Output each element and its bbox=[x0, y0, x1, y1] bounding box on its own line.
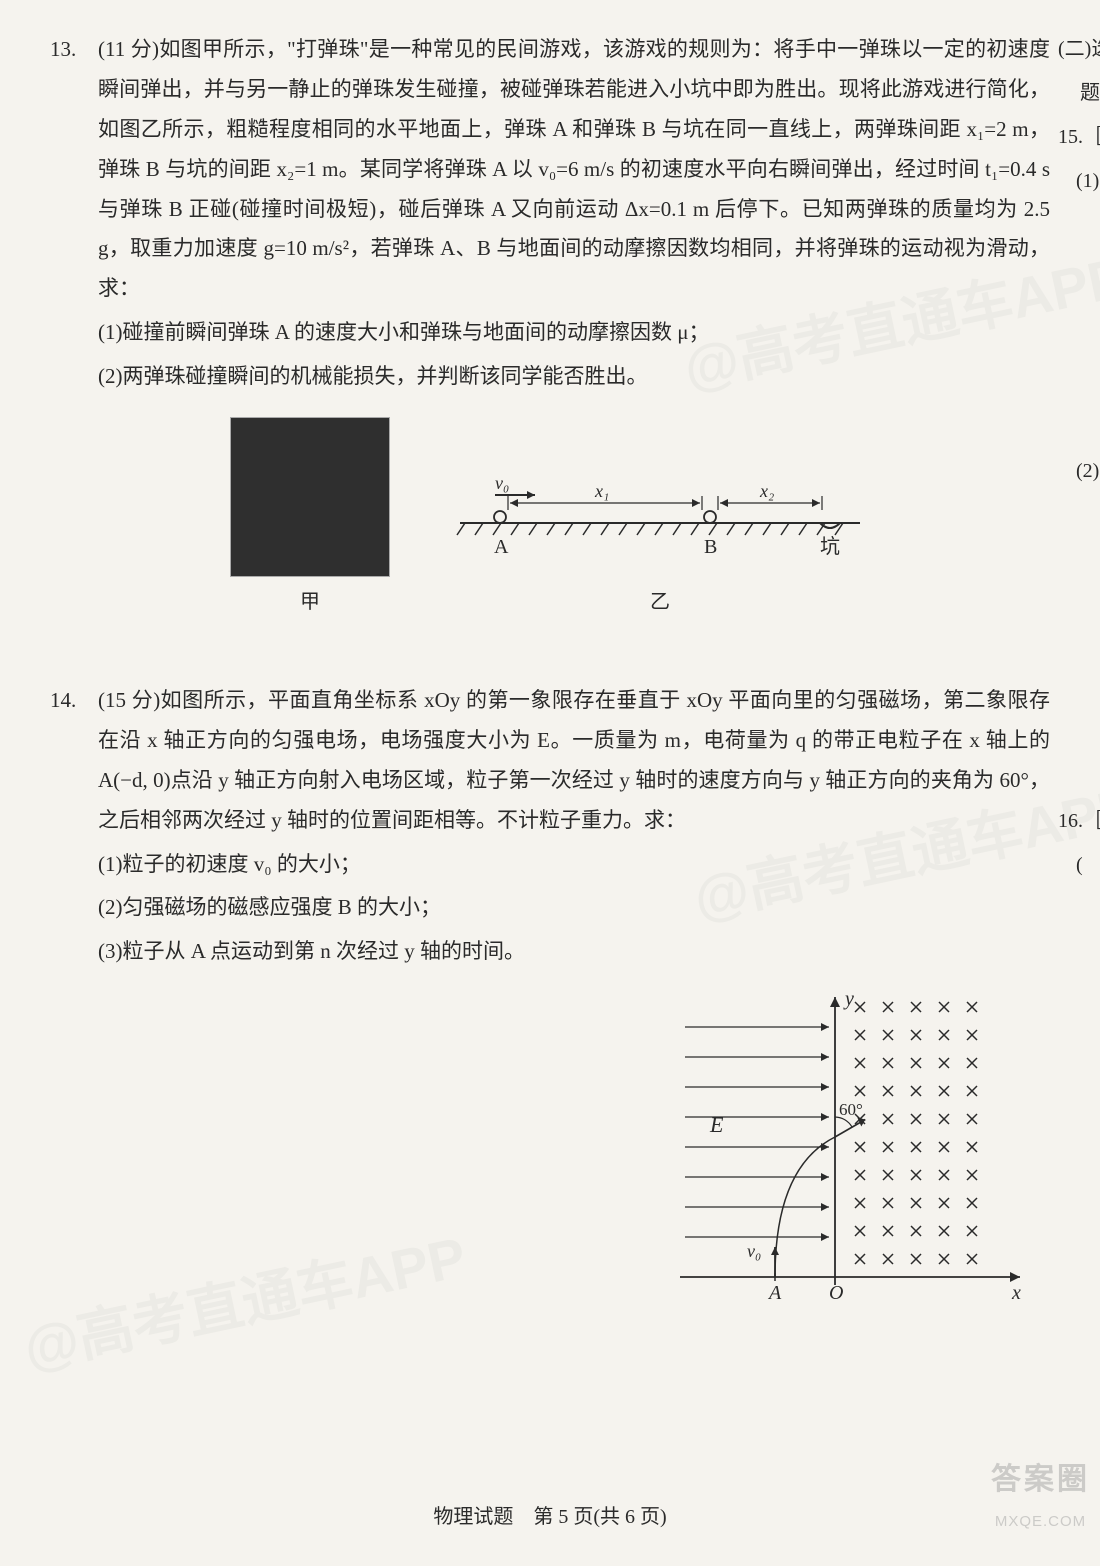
svg-text:B: B bbox=[704, 536, 717, 558]
svg-text:坑: 坑 bbox=[820, 535, 840, 558]
site-logo: 答案圈 MXQE.COM bbox=[991, 1451, 1090, 1537]
svg-text:A: A bbox=[494, 536, 509, 558]
q14-sub3-num: (3) bbox=[98, 939, 123, 963]
q14-body: 如图所示，平面直角坐标系 xOy 的第一象限存在垂直于 xOy 平面向里的匀强磁… bbox=[98, 688, 1050, 832]
q14-points: (15 分) bbox=[98, 688, 160, 712]
q13-sub1-num: (1) bbox=[98, 320, 123, 344]
q13-number: 13. bbox=[50, 30, 98, 70]
q13-points: (11 分) bbox=[98, 37, 159, 61]
q14-sub2-text: 匀强磁场的磁感应强度 B 的大小； bbox=[123, 895, 442, 919]
q13-sub2: (2)两弹珠碰撞瞬间的机械能损失，并判断该同学能否胜出。 bbox=[98, 357, 1050, 397]
margin-line4: (1) bbox=[1058, 162, 1100, 200]
q14-figure: y x O Av₀ E 60° bbox=[50, 987, 1030, 1317]
svg-text:x₁: x₁ bbox=[594, 481, 609, 501]
q13-photo-jia: 甲 bbox=[230, 417, 390, 621]
q13-label-jia: 甲 bbox=[230, 583, 390, 621]
svg-text:O: O bbox=[829, 1282, 843, 1304]
q13-sub1-text: 碰撞前瞬间弹珠 A 的速度大小和弹珠与地面间的动摩擦因数 μ； bbox=[123, 320, 710, 344]
svg-text:v₀: v₀ bbox=[747, 1241, 761, 1261]
q13-photo-placeholder bbox=[230, 417, 390, 577]
question-14: 14.(15 分)如图所示，平面直角坐标系 xOy 的第一象限存在垂直于 xOy… bbox=[50, 681, 1050, 1317]
q13-sub2-num: (2) bbox=[98, 364, 123, 388]
svg-text:E: E bbox=[709, 1112, 724, 1137]
q14-sub1: (1)粒子的初速度 v₀ 的大小； bbox=[98, 845, 1050, 885]
q13-body: 如图甲所示，"打弹珠"是一种常见的民间游戏，该游戏的规则为：将手中一弹珠以一定的… bbox=[98, 37, 1050, 300]
q13-diagram-yi: A B 坑 v₀ x₁ x₂ 乙 bbox=[450, 453, 870, 621]
q13-sub2-text: 两弹珠碰撞瞬间的机械能损失，并判断该同学能否胜出。 bbox=[123, 364, 648, 388]
q14-sub3: (3)粒子从 A 点运动到第 n 次经过 y 轴的时间。 bbox=[98, 932, 1050, 972]
q14-number: 14. bbox=[50, 681, 98, 721]
svg-text:A: A bbox=[767, 1282, 782, 1304]
logo-sub: MXQE.COM bbox=[991, 1508, 1090, 1537]
q13-label-yi: 乙 bbox=[450, 583, 870, 621]
logo-main: 答案圈 bbox=[991, 1451, 1090, 1508]
q14-sub1-text: 粒子的初速度 v₀ 的大小； bbox=[123, 852, 361, 876]
margin-line1: (二)选考 bbox=[1058, 30, 1100, 68]
svg-text:x₂: x₂ bbox=[759, 481, 774, 501]
margin-line7: ( bbox=[1058, 846, 1100, 884]
q13-svg: A B 坑 v₀ x₁ x₂ bbox=[450, 453, 870, 563]
svg-text:x: x bbox=[1011, 1282, 1021, 1304]
q14-sub1-num: (1) bbox=[98, 852, 123, 876]
margin-line5: (2) bbox=[1058, 452, 1100, 490]
margin-line2: 题， bbox=[1058, 74, 1100, 112]
q14-sub2-num: (2) bbox=[98, 895, 123, 919]
q14-sub3-text: 粒子从 A 点运动到第 n 次经过 y 轴的时间。 bbox=[123, 939, 526, 963]
margin-line3: 15.［选修 bbox=[1058, 118, 1100, 156]
q14-svg: y x O Av₀ E 60° bbox=[670, 987, 1030, 1317]
svg-text:60°: 60° bbox=[839, 1100, 863, 1119]
svg-text:v₀: v₀ bbox=[495, 473, 509, 493]
page-footer: 物理试题 第 5 页(共 6 页) bbox=[0, 1498, 1100, 1536]
margin-notes: (二)选考 题， 15.［选修 (1) (2) 16.［ ( bbox=[1058, 30, 1100, 890]
q14-sub2: (2)匀强磁场的磁感应强度 B 的大小； bbox=[98, 888, 1050, 928]
q13-figures: 甲 A B 坑 v₀ x₁ x₂ 乙 bbox=[50, 417, 1050, 621]
svg-text:y: y bbox=[843, 988, 854, 1010]
question-13: 13.(11 分)如图甲所示，"打弹珠"是一种常见的民间游戏，该游戏的规则为：将… bbox=[50, 30, 1050, 621]
margin-line6: 16.［ bbox=[1058, 802, 1100, 840]
q13-sub1: (1)碰撞前瞬间弹珠 A 的速度大小和弹珠与地面间的动摩擦因数 μ； bbox=[98, 313, 1050, 353]
